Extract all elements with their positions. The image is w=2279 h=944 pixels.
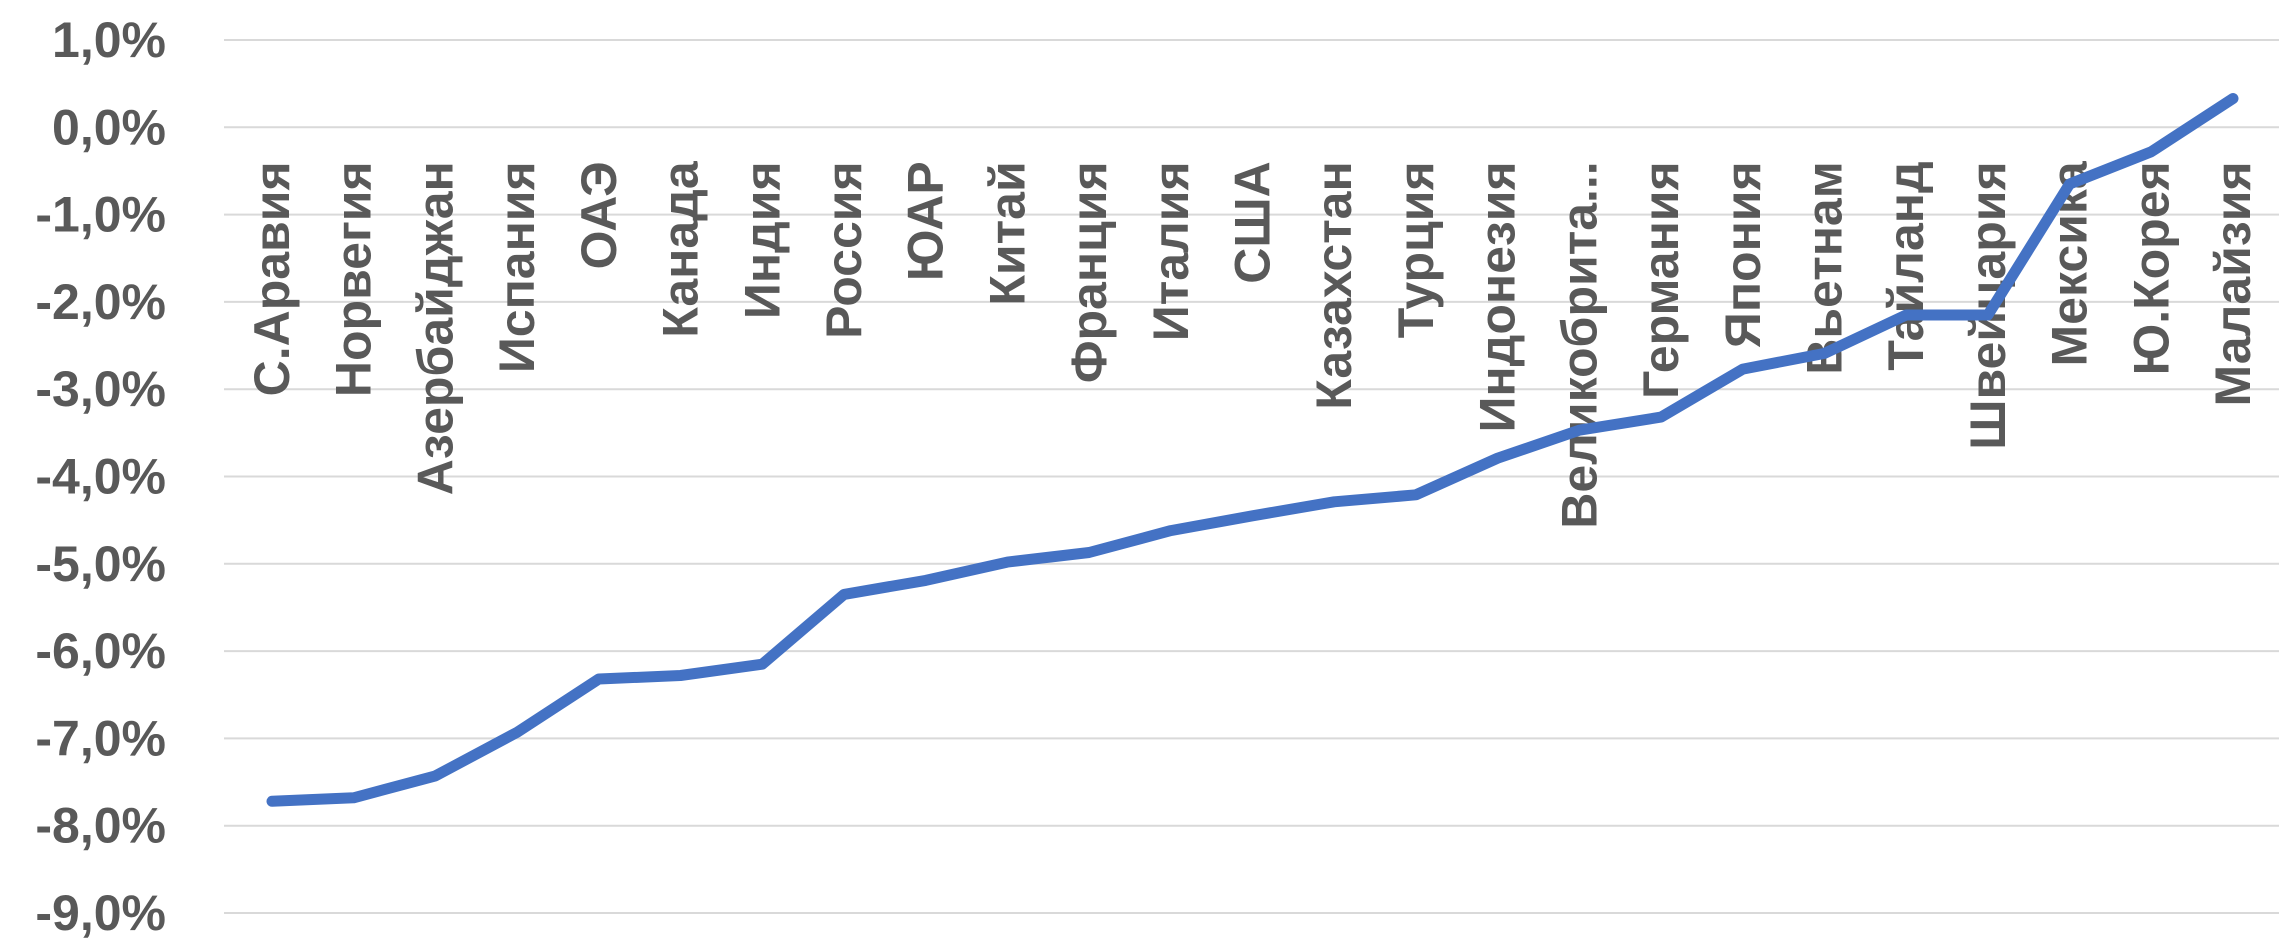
y-tick-label: -4,0% xyxy=(35,449,166,505)
x-category-label: Германия xyxy=(1633,161,1689,399)
y-tick-label: -6,0% xyxy=(35,623,166,679)
x-axis-category-labels: С.Аравия Норвегия Азербайджан Испания ОАЭ Кан… xyxy=(244,160,2261,529)
x-category-label: ОАЭ xyxy=(571,161,627,269)
gridlines xyxy=(224,39,2279,914)
y-tick-label: -7,0% xyxy=(35,710,166,766)
y-tick-label: -3,0% xyxy=(35,361,166,417)
x-category-label: Великобрита... xyxy=(1551,161,1607,528)
x-category-label: Россия xyxy=(816,161,872,339)
x-category-label: Ю.Корея xyxy=(2123,161,2179,375)
x-category-label: Азербайджан xyxy=(407,161,463,495)
x-category-label: Китай xyxy=(979,161,1035,305)
y-axis-tick-labels: 1,0% 0,0% -1,0% -2,0% -3,0% -4,0% -5,0% -6,0% -7… xyxy=(35,12,166,941)
x-category-label: Тайланд xyxy=(1878,161,1934,370)
x-category-label: ЮАР xyxy=(898,161,954,281)
y-tick-label: -1,0% xyxy=(35,187,166,243)
x-category-label: Казахстан xyxy=(1306,161,1362,409)
x-category-label: Франция xyxy=(1061,161,1117,383)
x-category-label: Канада xyxy=(653,160,709,338)
y-tick-label: 0,0% xyxy=(52,99,166,155)
y-tick-label: -8,0% xyxy=(35,798,166,854)
series-layer xyxy=(266,93,2239,807)
x-category-label: Малайзия xyxy=(2205,161,2261,406)
x-category-label: Индонезия xyxy=(1470,161,1526,432)
y-tick-label: -2,0% xyxy=(35,274,166,330)
series-line xyxy=(266,93,2239,807)
y-tick-label: -5,0% xyxy=(35,536,166,592)
x-category-label: Индия xyxy=(734,161,790,319)
x-category-label: С.Аравия xyxy=(244,161,300,396)
x-category-label: США xyxy=(1225,161,1281,283)
x-category-label: Испания xyxy=(489,161,545,373)
x-category-label: Япония xyxy=(1715,161,1771,348)
y-tick-label: 1,0% xyxy=(52,12,166,68)
x-category-label: Мексика xyxy=(2042,160,2098,366)
x-category-label: Норвегия xyxy=(326,161,382,397)
y-tick-label: -9,0% xyxy=(35,885,166,941)
x-category-label: Турция xyxy=(1388,161,1444,338)
x-category-label: Италия xyxy=(1143,161,1199,341)
